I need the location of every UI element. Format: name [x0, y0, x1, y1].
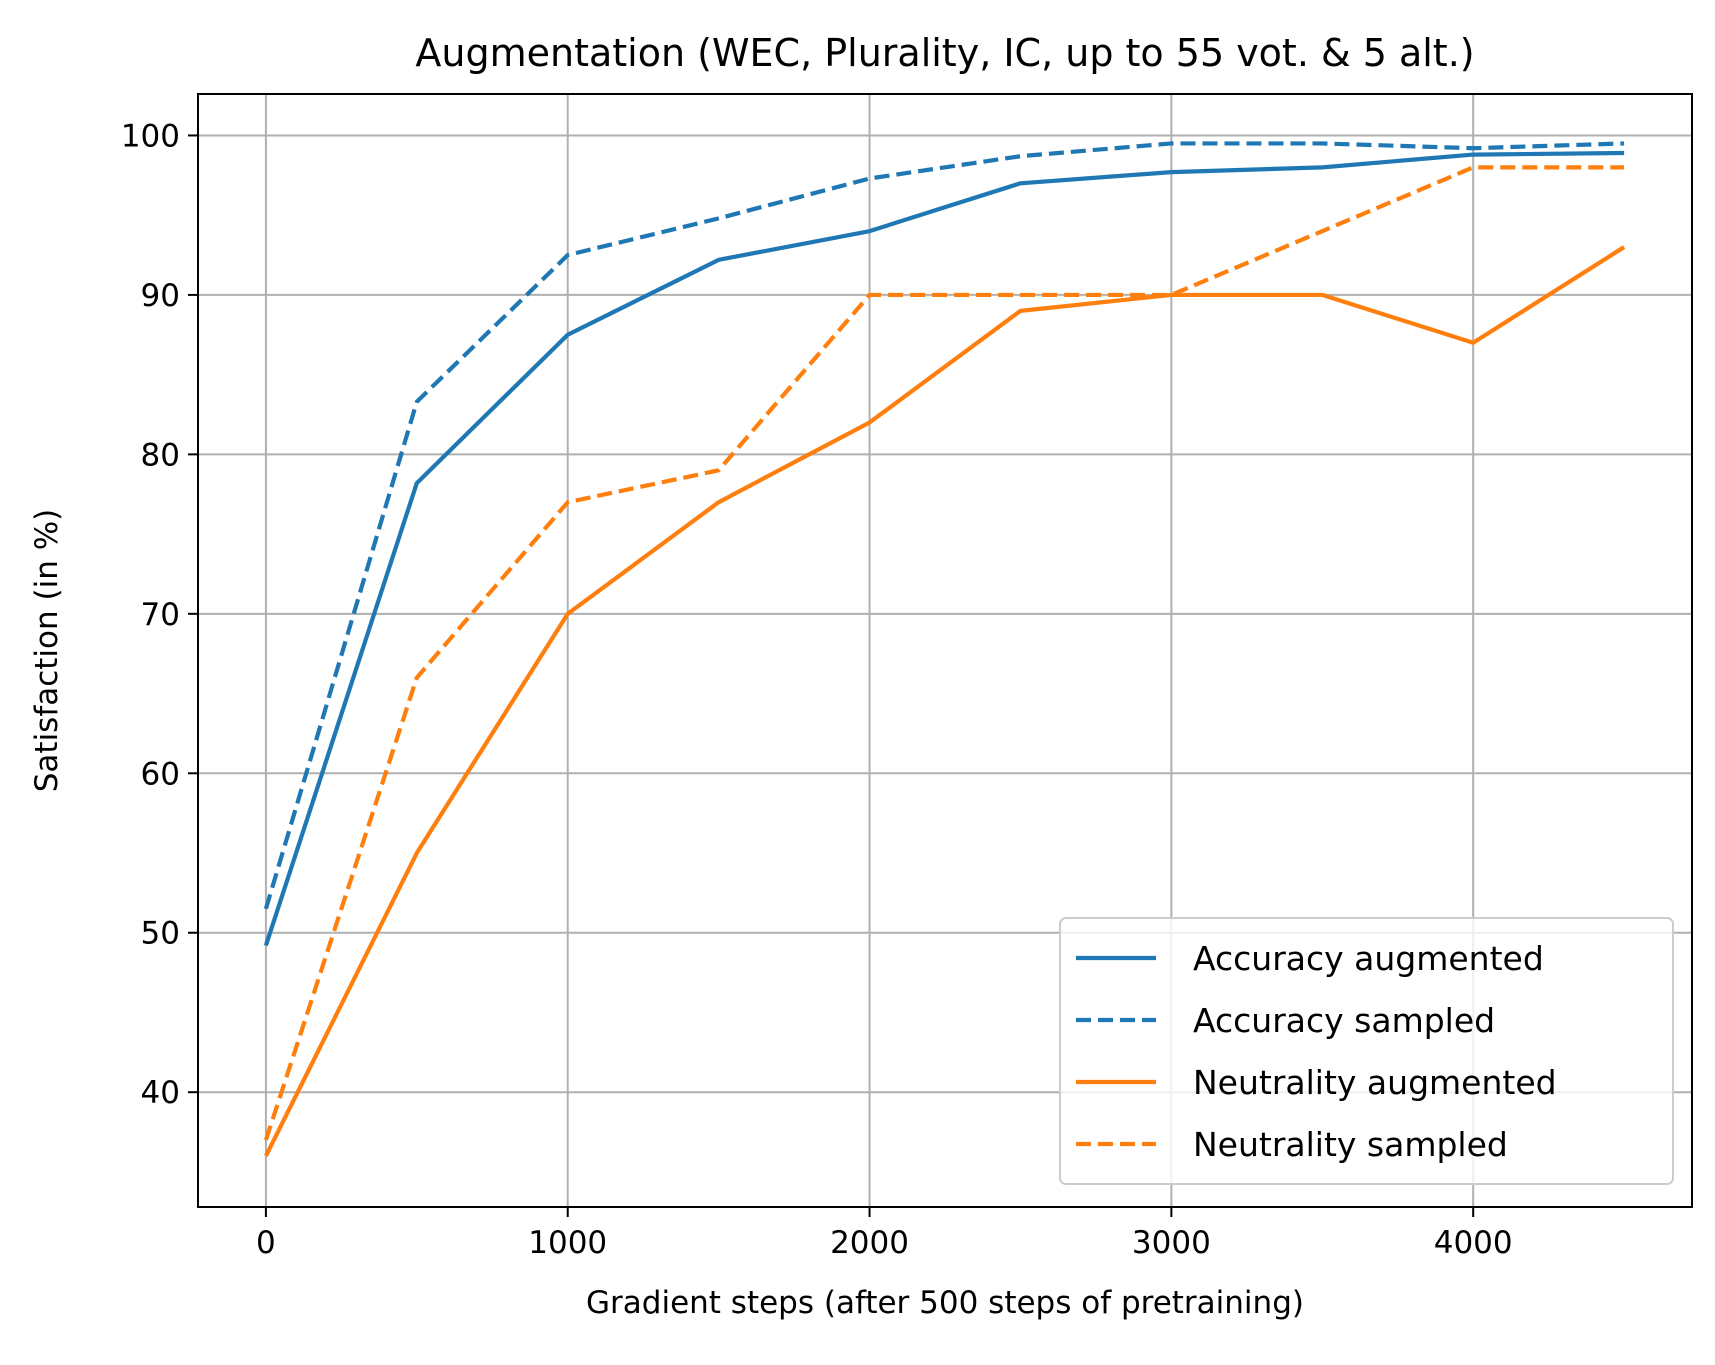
y-tick-label: 100	[121, 118, 180, 154]
legend-label: Neutrality augmented	[1193, 1063, 1557, 1102]
grid	[198, 94, 1692, 1207]
y-axis-label: Satisfaction (in %)	[29, 509, 65, 793]
series-line-neutrality-sampled	[263, 165, 1625, 1141]
y-tick-label: 80	[141, 437, 180, 473]
chart-title: Augmentation (WEC, Plurality, IC, up to …	[415, 31, 1474, 75]
y-tick-label: 90	[141, 278, 180, 314]
y-tick-label: 50	[141, 916, 180, 952]
x-tick-label: 1000	[528, 1225, 607, 1261]
x-tick-label: 4000	[1434, 1225, 1513, 1261]
y-tick-label: 60	[141, 756, 180, 792]
plot-frame	[197, 93, 1693, 1208]
x-tick-label: 0	[256, 1225, 276, 1261]
x-tick-label: 2000	[830, 1225, 909, 1261]
legend-label: Accuracy sampled	[1193, 1001, 1495, 1040]
y-tick-label: 40	[141, 1075, 180, 1111]
series-line-accuracy-augmented	[263, 150, 1625, 947]
series-line-neutrality-augmented	[264, 245, 1626, 1157]
series-layer	[263, 141, 1626, 1157]
axis-ticks: 0 1000 2000 3000 4000 40 50 60 70 80 90 100	[121, 118, 1513, 1261]
legend-label: Neutrality sampled	[1193, 1125, 1508, 1164]
series-line-accuracy-sampled	[263, 141, 1625, 910]
x-tick-label: 3000	[1132, 1225, 1211, 1261]
legend: Accuracy augmented Accuracy sampled Neutra…	[1059, 917, 1674, 1185]
legend-label: Accuracy augmented	[1193, 939, 1544, 978]
y-tick-label: 70	[141, 597, 180, 633]
legend-box	[1059, 917, 1674, 1185]
x-axis-label: Gradient steps (after 500 steps of pretr…	[586, 1285, 1304, 1321]
